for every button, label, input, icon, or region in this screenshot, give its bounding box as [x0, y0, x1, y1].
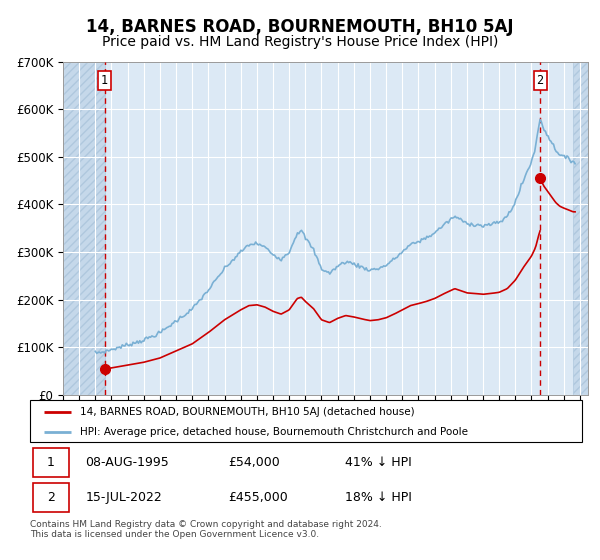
Text: £54,000: £54,000	[229, 456, 280, 469]
Text: Contains HM Land Registry data © Crown copyright and database right 2024.
This d: Contains HM Land Registry data © Crown c…	[30, 520, 382, 539]
Text: 14, BARNES ROAD, BOURNEMOUTH, BH10 5AJ: 14, BARNES ROAD, BOURNEMOUTH, BH10 5AJ	[86, 18, 514, 36]
Text: 08-AUG-1995: 08-AUG-1995	[85, 456, 169, 469]
Bar	[33, 448, 68, 477]
Text: 41% ↓ HPI: 41% ↓ HPI	[344, 456, 412, 469]
Text: £455,000: £455,000	[229, 491, 289, 504]
Text: 2: 2	[47, 491, 55, 504]
Text: 2: 2	[536, 74, 544, 87]
Bar	[33, 483, 68, 512]
Text: Price paid vs. HM Land Registry's House Price Index (HPI): Price paid vs. HM Land Registry's House …	[102, 35, 498, 49]
Bar	[573, 62, 588, 395]
Text: 18% ↓ HPI: 18% ↓ HPI	[344, 491, 412, 504]
Text: 1: 1	[47, 456, 55, 469]
Text: 1: 1	[101, 74, 108, 87]
Text: HPI: Average price, detached house, Bournemouth Christchurch and Poole: HPI: Average price, detached house, Bour…	[80, 427, 467, 437]
Bar	[63, 62, 104, 395]
Text: 15-JUL-2022: 15-JUL-2022	[85, 491, 162, 504]
Text: 14, BARNES ROAD, BOURNEMOUTH, BH10 5AJ (detached house): 14, BARNES ROAD, BOURNEMOUTH, BH10 5AJ (…	[80, 407, 415, 417]
